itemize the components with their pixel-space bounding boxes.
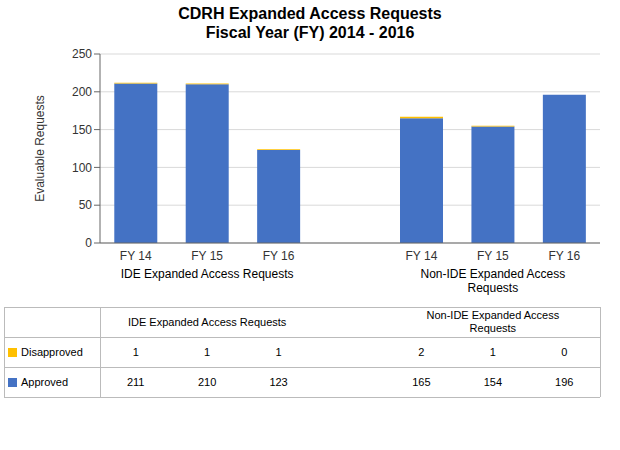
html-text:Fiscal Year (FY) 2014 - 2016: Fiscal Year (FY) 2014 - 2016 bbox=[205, 24, 415, 41]
svg-text:150: 150 bbox=[72, 123, 92, 137]
svg-text:200: 200 bbox=[72, 85, 92, 99]
svg-text:FY 16: FY 16 bbox=[263, 249, 295, 263]
html-text:123: 123 bbox=[269, 376, 288, 388]
html-text:0: 0 bbox=[561, 346, 568, 358]
html-text:CDRH Expanded Access Requests: CDRH Expanded Access Requests bbox=[178, 5, 442, 22]
html-text:IDE Expanded Access Requests: IDE Expanded Access Requests bbox=[128, 315, 287, 328]
html-text:1: 1 bbox=[275, 346, 282, 358]
svg-text:FY 15: FY 15 bbox=[191, 249, 223, 263]
html-text:IDE Expanded Access Requests: IDE Expanded Access Requests bbox=[120, 267, 294, 281]
html-text:1: 1 bbox=[489, 346, 496, 358]
html-text:1: 1 bbox=[132, 346, 139, 358]
svg-text:0: 0 bbox=[85, 236, 92, 250]
svg-text:Evaluable Requests: Evaluable Requests bbox=[33, 95, 47, 202]
html-text:210: 210 bbox=[198, 376, 217, 388]
svg-text:100: 100 bbox=[72, 161, 92, 175]
svg-text:FY 14: FY 14 bbox=[120, 249, 152, 263]
html-text:211: 211 bbox=[126, 376, 145, 388]
svg-text:50: 50 bbox=[79, 198, 93, 212]
html-text:196: 196 bbox=[555, 376, 574, 388]
html-text:Approved: Approved bbox=[21, 376, 69, 388]
svg-text:FY 14: FY 14 bbox=[406, 249, 438, 263]
svg-text:FY 16: FY 16 bbox=[548, 249, 580, 263]
html-text:Non-IDE Expanded Access Reques: Non-IDE Expanded Access Requests bbox=[426, 309, 560, 334]
html-text:Disapproved: Disapproved bbox=[21, 346, 83, 358]
html-text:Non-IDE Expanded Access Reques: Non-IDE Expanded Access Requests bbox=[420, 267, 566, 295]
html-text:1: 1 bbox=[204, 346, 211, 358]
html-text:165: 165 bbox=[412, 376, 431, 388]
svg-text:250: 250 bbox=[72, 47, 92, 61]
svg-text:FY 15: FY 15 bbox=[477, 249, 509, 263]
html-text:154: 154 bbox=[483, 376, 502, 388]
html-text:2: 2 bbox=[418, 346, 425, 358]
